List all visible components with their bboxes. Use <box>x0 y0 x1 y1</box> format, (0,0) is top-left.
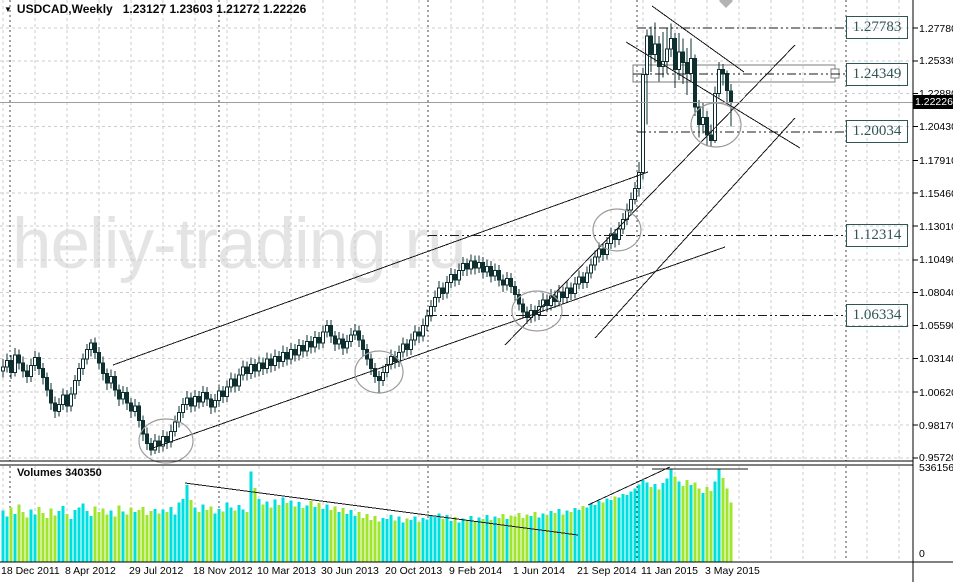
date-tick-label: 11 Jan 2015 <box>641 565 699 577</box>
price-level-label[interactable]: 1.20034 <box>846 120 908 143</box>
highlight-ellipse <box>690 102 742 148</box>
watermark-text: heliy-trading.ru <box>12 205 467 284</box>
price-tick-label: 1.27780 <box>919 23 953 35</box>
rectangle-handle <box>830 68 840 79</box>
price-tick-label: 1.13010 <box>919 221 953 233</box>
highlight-ellipse <box>138 418 194 464</box>
trendline <box>651 5 745 73</box>
trendline <box>625 41 801 149</box>
date-tick-label: 29 Jul 2012 <box>129 565 184 577</box>
trendline <box>594 117 796 339</box>
trendline <box>112 171 649 366</box>
volume-indicator-label: Volumes 340350 <box>17 467 102 479</box>
price-tick-label: 0.95720 <box>919 452 953 464</box>
highlight-ellipse <box>354 350 404 394</box>
date-tick-label: 3 May 2015 <box>705 565 760 577</box>
date-tick-label: 18 Nov 2012 <box>193 565 253 577</box>
handle-diamond-icon <box>719 0 733 8</box>
date-tick-label: 10 Mar 2013 <box>257 565 316 577</box>
date-tick-label: 9 Feb 2014 <box>449 565 503 577</box>
date-tick-label: 1 Jun 2014 <box>513 565 565 577</box>
current-price-badge: 1.22226 <box>913 95 953 109</box>
price-tick-label: 1.20430 <box>919 121 953 133</box>
price-tick-label: 1.03140 <box>919 353 953 365</box>
chart-title: ▼ USDCAD,Weekly 1.23127 1.23603 1.21272 1.… <box>4 2 306 16</box>
date-tick-label: 20 Oct 2013 <box>385 565 443 577</box>
highlight-ellipse <box>592 208 642 252</box>
date-tick-label: 30 Jun 2013 <box>321 565 379 577</box>
highlight-ellipse <box>511 290 563 332</box>
price-level-label[interactable]: 1.24349 <box>846 63 908 86</box>
volume-trendline <box>587 466 671 506</box>
volume-trendline <box>184 482 579 536</box>
trendline <box>149 246 726 450</box>
price-level-label[interactable]: 1.12314 <box>846 224 908 247</box>
price-tick-label: 1.25330 <box>919 55 953 67</box>
symbol-marker-icon: ▼ <box>4 5 12 14</box>
price-tick-label: 1.08040 <box>919 287 953 299</box>
trendline <box>504 44 796 346</box>
price-tick-label: 1.17910 <box>919 155 953 167</box>
ohlc-values: 1.23127 1.23603 1.21272 1.22226 <box>122 2 307 16</box>
price-tick-label: 1.05590 <box>919 320 953 332</box>
volume-scale-zero: 0 <box>919 548 925 560</box>
price-level-label[interactable]: 1.27783 <box>846 16 908 39</box>
date-tick-label: 18 Dec 2011 <box>1 565 60 577</box>
date-tick-label: 8 Apr 2012 <box>65 565 116 577</box>
price-tick-label: 1.15460 <box>919 188 953 200</box>
candlestick-series <box>1 22 733 456</box>
symbol-period-label: USDCAD,Weekly <box>16 2 113 16</box>
price-level-label[interactable]: 1.06334 <box>846 304 908 327</box>
volume-scale-max: 536156 <box>919 462 953 474</box>
volume-series <box>1 468 733 562</box>
date-tick-label: 21 Sep 2014 <box>577 565 637 577</box>
price-tick-label: 1.10490 <box>919 254 953 266</box>
